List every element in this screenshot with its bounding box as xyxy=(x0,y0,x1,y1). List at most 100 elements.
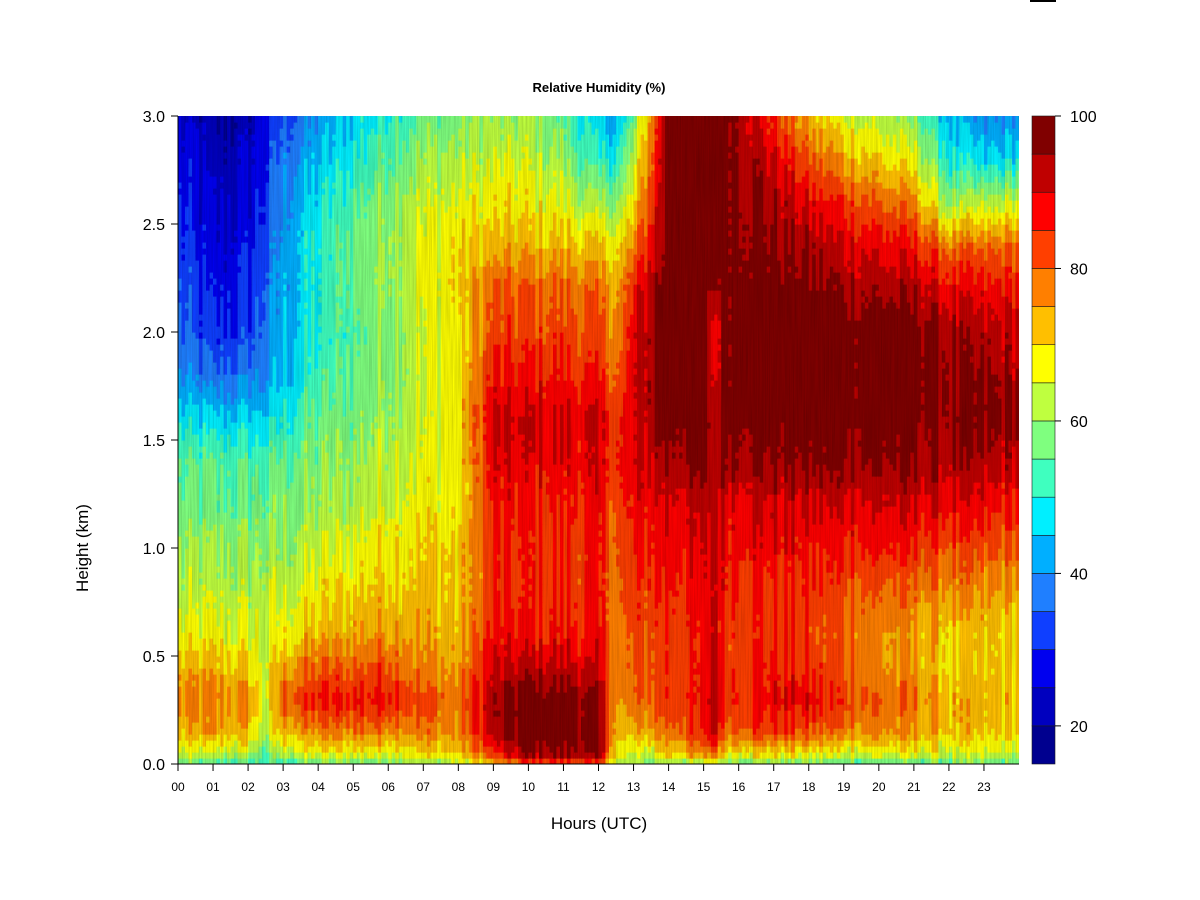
heatmap-cell xyxy=(318,692,322,699)
heatmap-cell xyxy=(714,734,718,741)
heatmap-cell xyxy=(518,722,522,729)
heatmap-cell xyxy=(413,722,417,729)
heatmap-cell xyxy=(451,716,455,723)
heatmap-cell xyxy=(434,704,438,711)
heatmap-cell xyxy=(819,656,823,663)
heatmap-cell xyxy=(458,644,462,651)
heatmap-cell xyxy=(581,740,585,747)
heatmap-cell xyxy=(868,716,872,723)
heatmap-cell xyxy=(500,650,504,657)
heatmap-cell xyxy=(931,656,935,663)
heatmap-cell xyxy=(998,704,1002,711)
heatmap-cell xyxy=(816,662,820,669)
heatmap-cell xyxy=(679,644,683,651)
heatmap-cell xyxy=(609,710,613,717)
heatmap-cell xyxy=(959,674,963,681)
heatmap-cell xyxy=(185,746,189,753)
heatmap-cell xyxy=(914,698,918,705)
heatmap-cell xyxy=(280,692,284,699)
heatmap-cell xyxy=(416,674,420,681)
heatmap-cell xyxy=(1012,728,1016,735)
heatmap-cell xyxy=(704,692,708,699)
heatmap-cell xyxy=(648,692,652,699)
heatmap-cell xyxy=(606,752,610,759)
heatmap-cell xyxy=(742,740,746,747)
heatmap-cell xyxy=(718,740,722,747)
heatmap-cell xyxy=(420,716,424,723)
heatmap-cell xyxy=(658,644,662,651)
heatmap-cell xyxy=(928,752,932,759)
heatmap-cell xyxy=(707,650,711,657)
heatmap-cell xyxy=(949,698,953,705)
heatmap-cell xyxy=(178,686,182,693)
heatmap-cell xyxy=(781,692,785,699)
heatmap-cell xyxy=(560,644,564,651)
heatmap-cell xyxy=(199,728,203,735)
heatmap-cell xyxy=(735,692,739,699)
heatmap-cell xyxy=(392,740,396,747)
heatmap-cell xyxy=(234,704,238,711)
heatmap-cell xyxy=(1005,716,1009,723)
heatmap-cell xyxy=(917,674,921,681)
heatmap-cell xyxy=(304,734,308,741)
heatmap-cell xyxy=(599,710,603,717)
heatmap-cell xyxy=(553,638,557,645)
heatmap-cell xyxy=(704,662,708,669)
heatmap-cell xyxy=(805,704,809,711)
heatmap-cell xyxy=(434,668,438,675)
heatmap-cell xyxy=(385,638,389,645)
heatmap-cell xyxy=(339,746,343,753)
heatmap-cell xyxy=(816,710,820,717)
heatmap-cell xyxy=(364,746,368,753)
heatmap-cell xyxy=(367,680,371,687)
heatmap-cell xyxy=(861,752,865,759)
heatmap-cell xyxy=(725,680,729,687)
heatmap-cell xyxy=(676,698,680,705)
heatmap-cell xyxy=(210,662,214,669)
heatmap-cell xyxy=(511,668,515,675)
heatmap-cell xyxy=(907,728,911,735)
heatmap-cell xyxy=(504,644,508,651)
heatmap-cell xyxy=(308,746,312,753)
heatmap-cell xyxy=(591,656,595,663)
heatmap-cell xyxy=(637,716,641,723)
heatmap-cell xyxy=(991,680,995,687)
heatmap-cell xyxy=(406,698,410,705)
heatmap-cell xyxy=(935,662,939,669)
heatmap-cell xyxy=(959,698,963,705)
heatmap-cell xyxy=(896,698,900,705)
heatmap-cell xyxy=(714,692,718,699)
heatmap-cell xyxy=(539,662,543,669)
heatmap-cell xyxy=(511,674,515,681)
heatmap-cell xyxy=(178,746,182,753)
heatmap-cell xyxy=(812,722,816,729)
heatmap-cell xyxy=(542,698,546,705)
heatmap-cell xyxy=(308,722,312,729)
heatmap-cell xyxy=(662,716,666,723)
heatmap-cell xyxy=(651,662,655,669)
heatmap-cell xyxy=(444,740,448,747)
heatmap-cell xyxy=(697,704,701,711)
heatmap-cell xyxy=(802,716,806,723)
heatmap-cell xyxy=(297,716,301,723)
heatmap-cell xyxy=(563,740,567,747)
heatmap-cell xyxy=(700,674,704,681)
heatmap-cell xyxy=(599,734,603,741)
heatmap-cell xyxy=(378,698,382,705)
heatmap-cell xyxy=(539,680,543,687)
heatmap-cell xyxy=(858,740,862,747)
heatmap-cell xyxy=(725,638,729,645)
heatmap-cell xyxy=(465,746,469,753)
heatmap-cell xyxy=(434,662,438,669)
heatmap-cell xyxy=(735,734,739,741)
heatmap-cell xyxy=(472,680,476,687)
heatmap-cell xyxy=(570,668,574,675)
heatmap-cell xyxy=(329,752,333,759)
heatmap-cell xyxy=(329,668,333,675)
heatmap-cell xyxy=(858,662,862,669)
heatmap-cell xyxy=(662,674,666,681)
heatmap-cell xyxy=(634,668,638,675)
heatmap-cell xyxy=(308,656,312,663)
heatmap-cell xyxy=(343,650,347,657)
heatmap-cell xyxy=(542,644,546,651)
